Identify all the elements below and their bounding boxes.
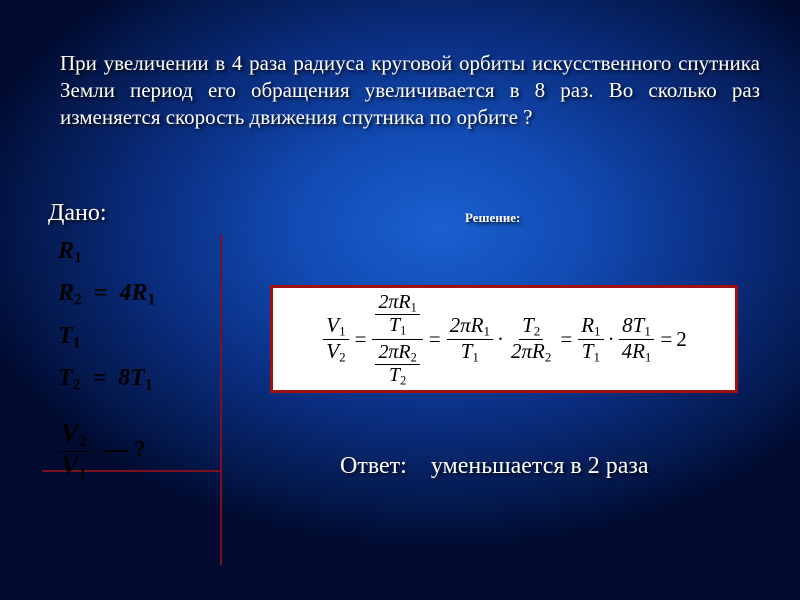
frac-R1T1: R1 T1 [578,314,603,364]
sym-R1: R [58,238,74,264]
f-pic: π [460,313,471,337]
answer-prefix: Ответ: [340,453,407,479]
unk-d: V [61,451,78,480]
f-2b: 2 [378,341,388,363]
f-result: 2 [676,327,687,352]
f-Rb2: 2 [411,350,417,364]
sub-R1: 1 [74,249,82,266]
given-T1: T1 [58,323,155,352]
f-2c: 2 [450,313,461,337]
f-Tb: T [389,364,400,386]
formula-box: V1 V2 = 2πR1 T1 2πR2 T2 = 2πR1 T1 · [270,285,738,393]
f-Rb: R [398,341,410,363]
f-Te1: 1 [593,349,600,364]
f-Tb2: 2 [400,373,406,387]
solution-label: Решение: [465,210,520,226]
f-Te: T [582,339,594,363]
given-label: Дано: [48,200,107,227]
sym-T2l: T [58,365,73,391]
unk-n: V [61,419,78,448]
given-R2: R2 = 4R1 [58,280,155,309]
sym-R2r: 4R [120,280,148,306]
frac-T2-2piR2: T2 2πR2 [508,314,554,364]
f-Re1: 1 [594,323,601,338]
f-pib: π [388,341,398,363]
f-Rf1: 1 [645,349,652,364]
sym-T1: T [58,323,73,349]
f-2a: 2 [378,291,388,313]
formula: V1 V2 = 2πR1 T1 2πR2 T2 = 2πR1 T1 · [321,290,687,389]
sub-R2r: 1 [148,292,156,309]
given-block: R1 R2 = 4R1 T1 T2 = 8T1 V2 V1 — ? [58,238,155,495]
f-V1: V [326,313,339,337]
f-Rc1: 1 [483,323,490,338]
f-4: 4 [622,339,633,363]
answer-body: уменьшается в 2 раза [431,453,649,479]
given-R1: R1 [58,238,155,267]
f-Tc: T [461,339,473,363]
sym-R2l: R [58,280,74,306]
f-Tf: T [633,313,645,337]
given-unknown: V2 V1 — ? [58,420,155,482]
f-Ta: T [389,314,400,336]
f-Tc1: 1 [472,349,479,364]
sub-R2l: 2 [74,292,82,309]
f-Ra1: 1 [411,300,417,314]
unk-n-s: 2 [78,432,86,451]
f-Rf: R [632,339,645,363]
f-V2: V [326,339,339,363]
f-Td: T [522,313,534,337]
f-2d: 2 [511,339,522,363]
f-pia: π [388,291,398,313]
unk-tail: — ? [104,437,146,463]
f-Td2: 2 [534,323,541,338]
f-Re: R [581,313,594,337]
f-V1s: 1 [339,323,346,338]
f-Rc: R [471,313,484,337]
frac-8T1-4R1: 8T1 4R1 [619,314,655,364]
given-T2: T2 = 8T1 [58,365,155,394]
f-8: 8 [622,313,633,337]
f-pid: π [522,339,533,363]
sub-T2l: 2 [73,376,81,393]
sym-T2r: 8T [118,365,145,391]
f-V2s: 2 [339,349,346,364]
f-Ta1: 1 [400,324,406,338]
sub-T1: 1 [73,334,81,351]
vertical-divider [220,235,222,565]
f-Rd: R [532,339,545,363]
f-Ra: R [398,291,410,313]
frac-complex: 2πR1 T1 2πR2 T2 [372,290,422,389]
f-Rd2: 2 [545,349,552,364]
answer: Ответ: уменьшается в 2 раза [340,450,649,482]
problem-statement: При увеличении в 4 раза радиуса круговой… [60,50,760,131]
sub-T2r: 1 [145,376,153,393]
frac-2piR1T1: 2πR1 T1 [447,314,493,364]
frac-V1V2: V1 V2 [323,314,348,364]
f-Tf1: 1 [644,323,651,338]
unk-d-s: 1 [78,464,86,483]
